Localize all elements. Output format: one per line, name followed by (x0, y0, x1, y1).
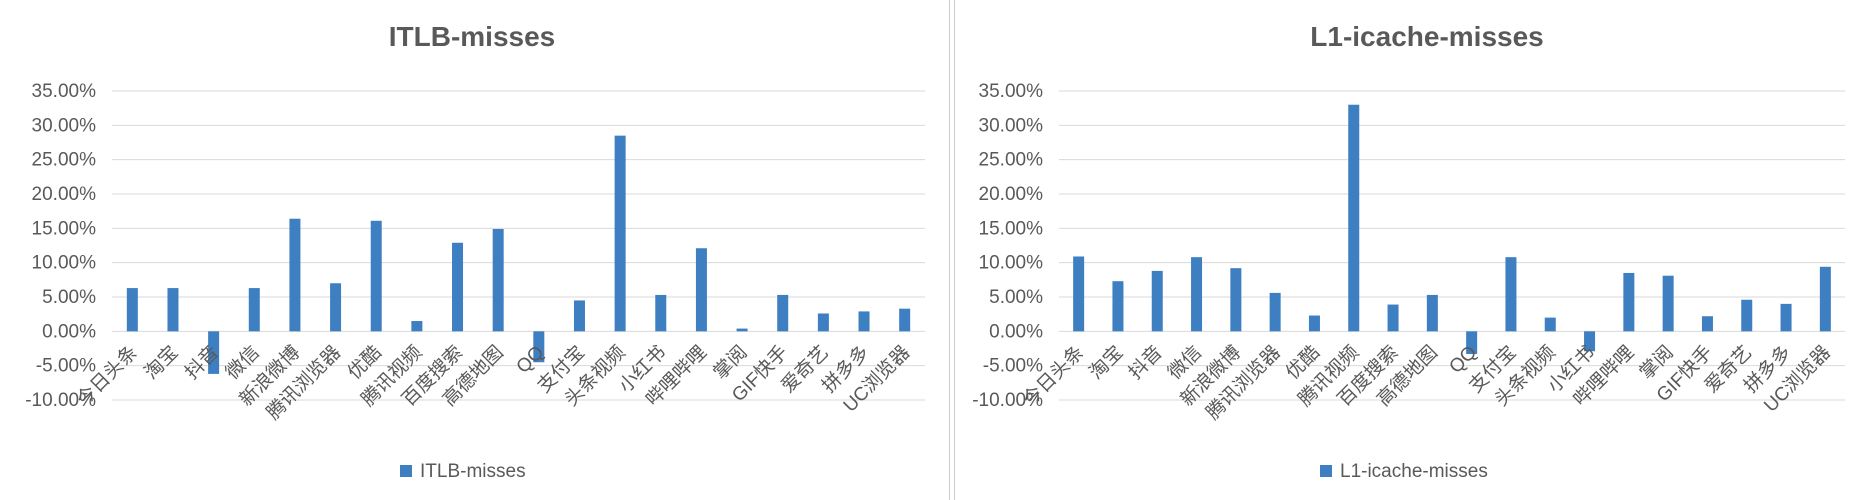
bar (1308, 315, 1320, 332)
legend-label: L1-icache-misses (1340, 461, 1488, 482)
panel-divider (949, 0, 955, 500)
bar (370, 220, 382, 332)
y-tick-label: 5.00% (42, 287, 96, 308)
y-tick-label: -5.00% (983, 356, 1043, 377)
bar (167, 288, 179, 332)
category-label: 淘宝 (1085, 341, 1127, 383)
bar (614, 135, 626, 332)
bar (1819, 266, 1831, 332)
bar (1269, 292, 1281, 332)
bar (1112, 281, 1124, 332)
y-tick-label: 0.00% (989, 321, 1043, 342)
y-tick-label: 5.00% (989, 287, 1043, 308)
bar (777, 294, 789, 332)
bar (289, 218, 301, 332)
bar (330, 283, 342, 332)
legend-label: ITLB-misses (420, 461, 526, 482)
bar (655, 294, 667, 332)
y-tick-label: 10.00% (979, 253, 1044, 274)
bar (1741, 299, 1753, 332)
bar (411, 321, 423, 332)
y-tick-label: 0.00% (42, 321, 96, 342)
y-tick-label: 10.00% (32, 253, 97, 274)
category-label: 淘宝 (140, 341, 182, 383)
y-tick-label: 25.00% (32, 150, 97, 171)
y-tick-label: 25.00% (979, 150, 1044, 171)
y-tick-label: 30.00% (32, 115, 97, 136)
bar (1230, 268, 1242, 332)
chart-title: L1-icache-misses (1310, 21, 1543, 52)
bar (492, 229, 504, 332)
bar (1191, 257, 1203, 332)
bar (1073, 256, 1085, 332)
bar (533, 331, 545, 363)
bar (1623, 272, 1635, 332)
bar (695, 248, 707, 332)
y-tick-label: 20.00% (32, 184, 97, 205)
y-tick-label: -5.00% (36, 356, 96, 377)
y-tick-label: -10.00% (972, 390, 1043, 411)
bar (1544, 317, 1556, 332)
y-tick-label: 15.00% (979, 218, 1044, 239)
bar (208, 331, 220, 374)
bar (899, 308, 911, 332)
bar (858, 311, 870, 332)
legend-swatch (400, 465, 412, 477)
bar (1426, 294, 1438, 332)
bar (1466, 331, 1478, 354)
bar (452, 242, 464, 332)
bar (1348, 104, 1360, 332)
y-tick-label: -10.00% (25, 390, 96, 411)
y-tick-label: 30.00% (979, 115, 1044, 136)
bar (1584, 331, 1596, 352)
y-tick-label: 20.00% (979, 184, 1044, 205)
itlb-misses-chart: ITLB-misses 35.00% 30.00% 25.00% 20.00% 15.00… (25, 21, 925, 482)
y-tick-label: 35.00% (32, 81, 97, 102)
bar (1151, 270, 1163, 332)
bar (1780, 303, 1792, 332)
bar (126, 288, 138, 332)
legend-swatch (1320, 465, 1332, 477)
chart-title: ITLB-misses (389, 21, 556, 52)
l1-icache-misses-chart: L1-icache-misses 35.00% 30.00% 25.00% 20.00%… (972, 21, 1845, 482)
y-tick-label: 15.00% (32, 218, 97, 239)
bar (1701, 316, 1713, 332)
bar (248, 288, 260, 332)
bar (1505, 257, 1517, 332)
bar (1662, 275, 1674, 332)
bar (1387, 304, 1399, 332)
y-tick-label: 35.00% (979, 81, 1044, 102)
bar (736, 328, 748, 332)
bar (817, 313, 829, 332)
category-label: 抖音 (1124, 341, 1166, 383)
bar (573, 300, 585, 332)
